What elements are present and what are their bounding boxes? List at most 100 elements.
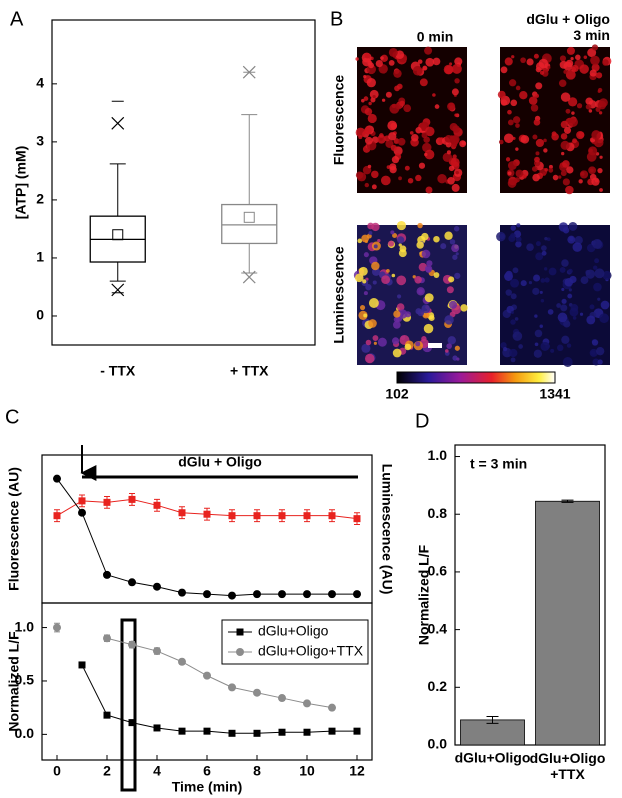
- blob: [368, 231, 373, 235]
- x-axis-label: Time (min): [172, 779, 243, 795]
- blob: [391, 273, 396, 278]
- blob: [361, 98, 365, 103]
- blob: [455, 252, 459, 256]
- blob: [588, 166, 597, 175]
- blob: [543, 148, 548, 153]
- blob: [528, 96, 538, 105]
- blob: [371, 170, 379, 179]
- blob: [568, 117, 578, 127]
- blob: [592, 358, 600, 366]
- x-tick-label: + TTX: [230, 363, 269, 379]
- marker: [278, 512, 286, 520]
- blob: [448, 300, 458, 309]
- bar: [535, 500, 600, 746]
- blob: [520, 135, 530, 144]
- y-axis-label: Normalized L/F: [6, 631, 22, 732]
- blob: [372, 95, 376, 99]
- blob: [375, 59, 383, 68]
- blob: [386, 268, 390, 273]
- blob: [503, 347, 508, 352]
- blob: [422, 65, 428, 71]
- blob: [425, 186, 433, 194]
- blob: [561, 298, 567, 304]
- blob: [388, 60, 395, 66]
- blob: [404, 311, 412, 318]
- blob: [544, 277, 550, 283]
- y-tick-label: 0.4: [428, 620, 448, 636]
- blob: [579, 64, 589, 74]
- blob: [398, 243, 402, 247]
- image-panel: [353, 44, 612, 367]
- blob: [534, 342, 539, 347]
- blob: [385, 139, 394, 148]
- marker: [228, 683, 236, 692]
- blob: [447, 336, 456, 345]
- annotation: t = 3 min: [470, 456, 527, 472]
- blob: [599, 98, 608, 108]
- blob: [587, 48, 597, 58]
- blob: [552, 174, 559, 181]
- blob: [418, 162, 426, 169]
- blob: [389, 163, 397, 171]
- blob: [548, 164, 553, 169]
- blob: [428, 315, 435, 322]
- blob: [511, 55, 515, 59]
- blob: [371, 261, 380, 271]
- row-label: Fluorescence: [331, 75, 347, 165]
- blob: [440, 243, 447, 250]
- blob: [424, 152, 428, 157]
- blob: [560, 120, 569, 129]
- x-tick-label: 6: [203, 763, 211, 779]
- blob: [560, 170, 567, 177]
- blob: [558, 222, 569, 232]
- blob: [585, 269, 595, 279]
- blob: [592, 265, 598, 270]
- blob: [519, 91, 528, 100]
- blob: [371, 222, 380, 232]
- panel-label: A: [10, 8, 24, 30]
- blob: [362, 279, 367, 284]
- blob: [455, 170, 459, 175]
- y-tick-label: 1.0: [15, 618, 35, 634]
- blob: [572, 242, 583, 252]
- blob: [363, 313, 368, 318]
- blob: [434, 104, 440, 109]
- blob: [447, 176, 455, 185]
- blob: [534, 314, 538, 318]
- blob: [388, 132, 397, 141]
- blob: [600, 300, 610, 310]
- blob: [392, 233, 398, 239]
- blob: [531, 166, 538, 172]
- blob: [446, 343, 452, 349]
- blob: [367, 164, 372, 169]
- blob: [596, 346, 605, 356]
- blob: [572, 138, 577, 144]
- blob: [510, 99, 518, 107]
- blob: [363, 291, 368, 296]
- blob: [398, 176, 402, 181]
- blob: [533, 53, 539, 59]
- blob: [446, 286, 454, 294]
- plot-frame: [51, 19, 316, 346]
- blob: [522, 174, 527, 179]
- marker: [103, 498, 111, 506]
- marker: [153, 582, 161, 591]
- blob: [398, 309, 408, 319]
- marker: [203, 671, 211, 680]
- blob: [566, 343, 572, 348]
- blob: [452, 154, 457, 159]
- blob: [595, 72, 603, 79]
- blob: [444, 315, 454, 325]
- blob: [364, 353, 375, 364]
- blob: [417, 222, 423, 229]
- y-tick-label: 0: [36, 307, 44, 323]
- blob: [365, 339, 372, 346]
- blob: [414, 276, 422, 284]
- blob: [448, 276, 455, 283]
- blob: [563, 126, 572, 134]
- blob: [461, 141, 466, 146]
- blob: [454, 345, 460, 351]
- y-tick-label: 0.8: [428, 505, 448, 521]
- blob: [432, 93, 436, 97]
- blob: [396, 220, 407, 231]
